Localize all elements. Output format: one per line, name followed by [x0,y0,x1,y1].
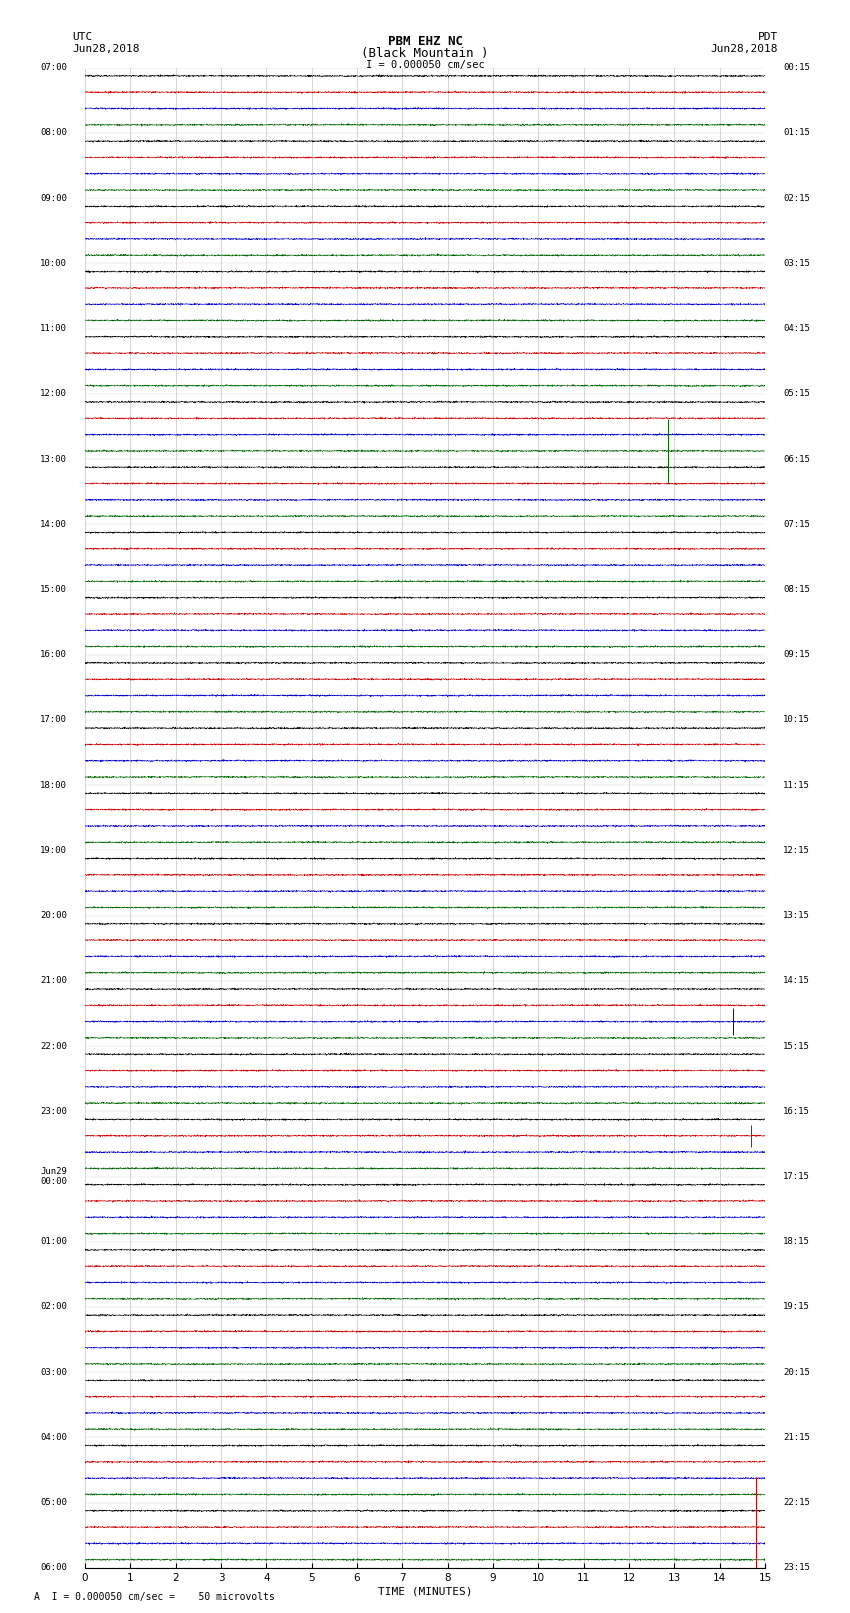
Text: 18:00: 18:00 [40,781,67,790]
Text: 16:00: 16:00 [40,650,67,660]
Text: 03:00: 03:00 [40,1368,67,1376]
Text: 08:15: 08:15 [783,586,810,594]
Text: 12:15: 12:15 [783,845,810,855]
Text: 09:00: 09:00 [40,194,67,203]
Text: 13:15: 13:15 [783,911,810,919]
Text: PBM EHZ NC: PBM EHZ NC [388,35,462,48]
Text: 20:00: 20:00 [40,911,67,919]
Text: 05:15: 05:15 [783,389,810,398]
Text: 14:00: 14:00 [40,519,67,529]
Text: 13:00: 13:00 [40,455,67,463]
Text: I = 0.000050 cm/sec: I = 0.000050 cm/sec [366,60,484,69]
Text: Jun28,2018: Jun28,2018 [72,44,139,53]
Text: (Black Mountain ): (Black Mountain ) [361,47,489,60]
Text: 12:00: 12:00 [40,389,67,398]
Text: 04:15: 04:15 [783,324,810,334]
X-axis label: TIME (MINUTES): TIME (MINUTES) [377,1587,473,1597]
Text: 03:15: 03:15 [783,260,810,268]
Text: Jun28,2018: Jun28,2018 [711,44,778,53]
Text: 19:15: 19:15 [783,1302,810,1311]
Text: 11:15: 11:15 [783,781,810,790]
Text: 00:15: 00:15 [783,63,810,73]
Text: 01:15: 01:15 [783,129,810,137]
Text: A  I = 0.000050 cm/sec =    50 microvolts: A I = 0.000050 cm/sec = 50 microvolts [34,1592,275,1602]
Text: 14:15: 14:15 [783,976,810,986]
Text: 23:15: 23:15 [783,1563,810,1573]
Text: 04:00: 04:00 [40,1432,67,1442]
Text: 23:00: 23:00 [40,1107,67,1116]
Text: 02:00: 02:00 [40,1302,67,1311]
Text: 10:00: 10:00 [40,260,67,268]
Text: 07:00: 07:00 [40,63,67,73]
Text: 15:00: 15:00 [40,586,67,594]
Text: 17:00: 17:00 [40,716,67,724]
Text: 02:15: 02:15 [783,194,810,203]
Text: 20:15: 20:15 [783,1368,810,1376]
Text: 17:15: 17:15 [783,1173,810,1181]
Text: PDT: PDT [757,32,778,42]
Text: 05:00: 05:00 [40,1498,67,1507]
Text: 01:00: 01:00 [40,1237,67,1247]
Text: 06:00: 06:00 [40,1563,67,1573]
Text: 06:15: 06:15 [783,455,810,463]
Text: 16:15: 16:15 [783,1107,810,1116]
Text: 10:15: 10:15 [783,716,810,724]
Text: 19:00: 19:00 [40,845,67,855]
Text: 15:15: 15:15 [783,1042,810,1050]
Text: 11:00: 11:00 [40,324,67,334]
Text: Jun29
00:00: Jun29 00:00 [40,1166,67,1186]
Text: 08:00: 08:00 [40,129,67,137]
Text: UTC: UTC [72,32,93,42]
Text: 21:15: 21:15 [783,1432,810,1442]
Text: 07:15: 07:15 [783,519,810,529]
Text: 18:15: 18:15 [783,1237,810,1247]
Text: 09:15: 09:15 [783,650,810,660]
Text: 22:00: 22:00 [40,1042,67,1050]
Text: 22:15: 22:15 [783,1498,810,1507]
Text: 21:00: 21:00 [40,976,67,986]
